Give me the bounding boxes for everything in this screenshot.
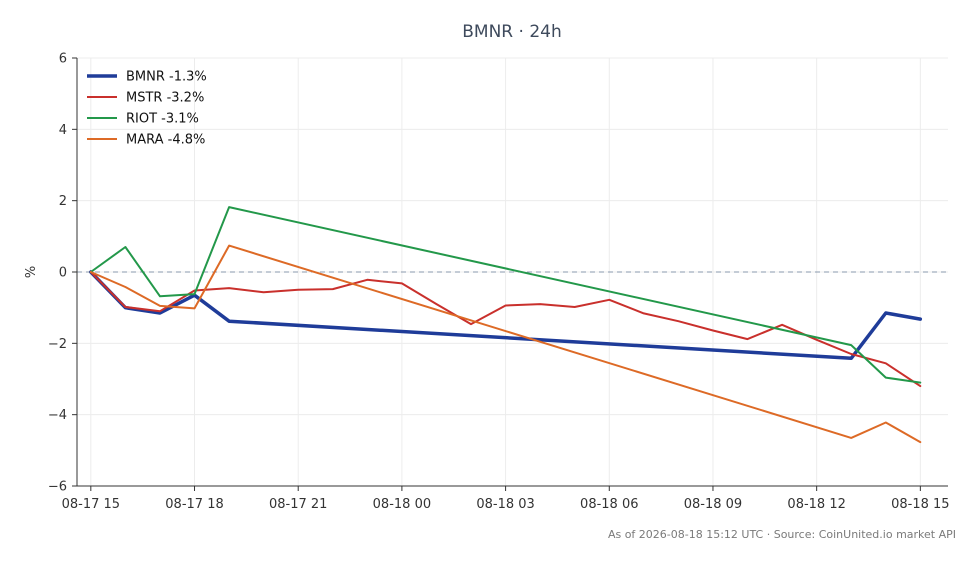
x-tick-label-3: 08-18 00 [373,497,431,512]
x-tick-label-4: 08-18 03 [476,497,534,512]
y-tick-label-6: 6 [59,52,67,67]
series-layer [89,206,923,444]
legend-label-mstr: MSTR -3.2% [126,91,204,106]
y-tick-label-1: −4 [48,408,67,423]
footer-source: As of 2026-08-18 15:12 UTC · Source: Coi… [608,528,956,541]
x-tick-label-0: 08-17 15 [62,497,120,512]
legend-label-riot: RIOT -3.1% [126,112,199,127]
y-tick-label-5: 4 [59,123,67,138]
series-line-mara [89,244,922,444]
chart-title: BMNR · 24h [462,22,561,42]
series-line-mstr [89,271,922,388]
x-tick-label-1: 08-17 18 [165,497,223,512]
y-tick-label-3: 0 [59,266,67,281]
y-tick-label-0: −6 [48,480,67,495]
legend-label-bmnr: BMNR -1.3% [126,70,207,85]
y-axis-label: % [24,266,39,278]
series-line-riot [89,206,922,384]
legend: BMNR -1.3% MSTR -3.2% RIOT -3.1% MARA -4.8% [87,70,207,148]
x-tick-label-7: 08-18 12 [787,497,845,512]
x-tick-label-5: 08-18 06 [580,497,638,512]
axes: 08-17 15 08-17 18 08-17 21 08-18 00 08-18 03… [48,52,950,513]
legend-label-mara: MARA -4.8% [126,133,205,148]
x-tick-label-2: 08-17 21 [269,497,327,512]
y-tick-label-2: −2 [48,337,67,352]
x-tick-label-6: 08-18 09 [684,497,742,512]
x-tick-label-8: 08-18 15 [891,497,949,512]
y-tick-label-4: 2 [59,194,67,209]
